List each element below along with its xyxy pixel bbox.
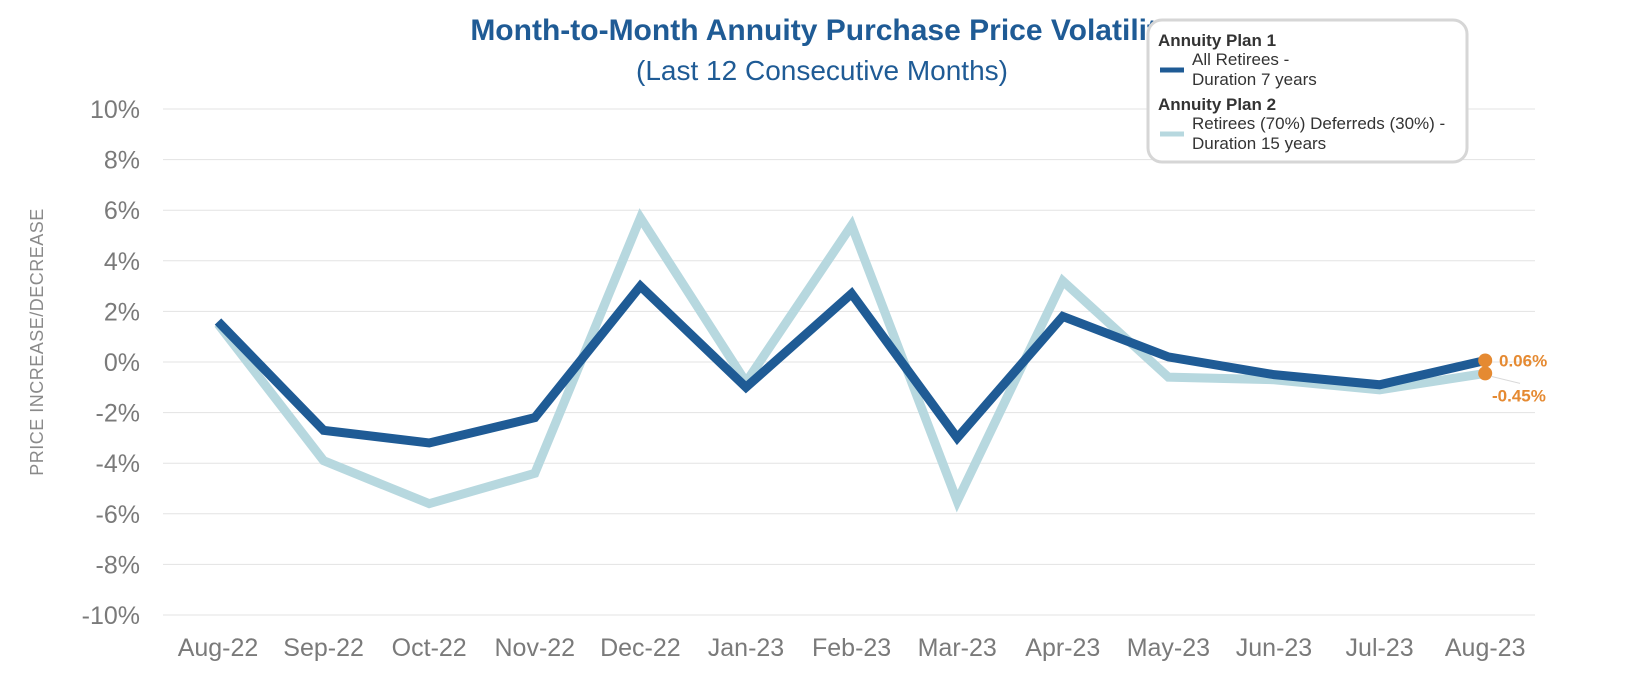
y-axis-label: PRICE INCREASE/DECREASE [27, 208, 47, 476]
x-tick-label: Oct-22 [392, 634, 467, 662]
x-tick-label: Dec-22 [600, 634, 681, 662]
y-tick-label: 8% [104, 147, 140, 175]
legend-title: Annuity Plan 1 [1158, 31, 1276, 50]
chart-subtitle: (Last 12 Consecutive Months) [636, 55, 1008, 86]
end-label-leader [1491, 375, 1521, 384]
gridlines [163, 108, 1535, 616]
x-tick-label: Jun-23 [1236, 634, 1312, 662]
legend-label: Retirees (70%) Deferreds (30%) - [1192, 114, 1445, 133]
x-tick-label: Feb-23 [812, 634, 891, 662]
x-tick-label: Sep-22 [283, 634, 364, 662]
annuity-plan-1-line [214, 279, 1487, 448]
x-tick-label: Nov-22 [495, 634, 576, 662]
end-value-label: -0.45% [1492, 386, 1546, 405]
x-tick-label: Aug-22 [178, 634, 259, 662]
legend-title: Annuity Plan 2 [1158, 95, 1276, 114]
end-markers: -0.45% 0.06% [1478, 351, 1547, 405]
x-tick-label: Jul-23 [1346, 634, 1414, 662]
x-tick-label: Apr-23 [1025, 634, 1100, 662]
end-point-marker [1478, 353, 1493, 368]
legend-label: All Retirees - [1192, 50, 1289, 69]
legend-box [1146, 18, 1469, 164]
x-tick-label: May-23 [1127, 634, 1210, 662]
legend-label: Duration 7 years [1192, 70, 1317, 89]
x-axis-ticks: Aug-22 Sep-22 Oct-22 Nov-22 Dec-22 Jan-23 Feb-… [178, 634, 1526, 662]
series-lines [214, 208, 1487, 513]
legend-label: Duration 15 years [1192, 134, 1326, 153]
y-tick-label: -10% [82, 602, 140, 630]
y-tick-label: -8% [96, 551, 140, 579]
x-tick-label: Mar-23 [918, 634, 997, 662]
y-tick-label: 4% [104, 248, 140, 276]
y-tick-label: -2% [96, 400, 140, 428]
x-tick-label: Aug-23 [1445, 634, 1526, 662]
y-tick-label: 0% [104, 349, 140, 377]
y-tick-label: 2% [104, 298, 140, 326]
y-axis-ticks: 10% 8% 6% 4% 2% 0% -2% -4% -6% -8% -10% [82, 96, 140, 630]
y-tick-label: 10% [90, 96, 140, 124]
end-value-label: 0.06% [1499, 351, 1547, 370]
x-tick-label: Jan-23 [708, 634, 784, 662]
y-tick-label: -4% [96, 450, 140, 478]
y-tick-label: -6% [96, 501, 140, 529]
chart-title: Month-to-Month Annuity Purchase Price Vo… [470, 14, 1174, 47]
annuity-plan-2-line [214, 208, 1486, 513]
y-tick-label: 6% [104, 197, 140, 225]
end-point-marker [1478, 366, 1493, 381]
